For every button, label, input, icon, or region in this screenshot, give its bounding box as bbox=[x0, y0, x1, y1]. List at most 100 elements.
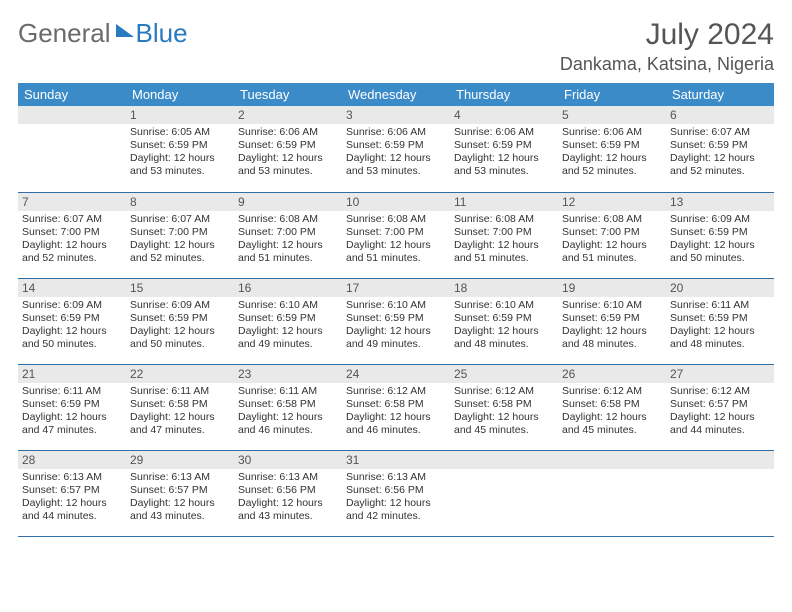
calendar-day-cell: 16Sunrise: 6:10 AMSunset: 6:59 PMDayligh… bbox=[234, 278, 342, 364]
calendar-day-cell: 28Sunrise: 6:13 AMSunset: 6:57 PMDayligh… bbox=[18, 450, 126, 536]
detail-line: and 49 minutes. bbox=[238, 338, 338, 351]
day-details: Sunrise: 6:10 AMSunset: 6:59 PMDaylight:… bbox=[346, 299, 446, 352]
day-details: Sunrise: 6:08 AMSunset: 7:00 PMDaylight:… bbox=[454, 213, 554, 266]
day-number: 15 bbox=[126, 279, 234, 297]
day-details: Sunrise: 6:10 AMSunset: 6:59 PMDaylight:… bbox=[454, 299, 554, 352]
detail-line: Daylight: 12 hours bbox=[454, 411, 554, 424]
detail-line: Sunrise: 6:08 AM bbox=[238, 213, 338, 226]
day-number: 19 bbox=[558, 279, 666, 297]
detail-line: Sunset: 7:00 PM bbox=[562, 226, 662, 239]
detail-line: Daylight: 12 hours bbox=[454, 152, 554, 165]
detail-line: and 53 minutes. bbox=[130, 165, 230, 178]
calendar-day-cell: 7Sunrise: 6:07 AMSunset: 7:00 PMDaylight… bbox=[18, 192, 126, 278]
detail-line: and 43 minutes. bbox=[238, 510, 338, 523]
detail-line: and 47 minutes. bbox=[22, 424, 122, 437]
detail-line: and 45 minutes. bbox=[562, 424, 662, 437]
day-details: Sunrise: 6:09 AMSunset: 6:59 PMDaylight:… bbox=[22, 299, 122, 352]
brand-part2: Blue bbox=[136, 18, 188, 49]
calendar-day-cell: 19 Sunrise: 6:10 AMSunset: 6:59 PMDayligh… bbox=[558, 278, 666, 364]
day-details: Sunrise: 6:11 AMSunset: 6:59 PMDaylight:… bbox=[22, 385, 122, 438]
calendar-day-cell: 15Sunrise: 6:09 AMSunset: 6:59 PMDayligh… bbox=[126, 278, 234, 364]
empty-day bbox=[18, 106, 126, 124]
detail-line: Daylight: 12 hours bbox=[562, 239, 662, 252]
calendar-day-cell: 4Sunrise: 6:06 AMSunset: 6:59 PMDaylight… bbox=[450, 106, 558, 192]
calendar-day-cell bbox=[666, 450, 774, 536]
day-number: 18 bbox=[450, 279, 558, 297]
day-number: 23 bbox=[234, 365, 342, 383]
calendar-day-cell: 21Sunrise: 6:11 AMSunset: 6:59 PMDayligh… bbox=[18, 364, 126, 450]
detail-line: Daylight: 12 hours bbox=[130, 497, 230, 510]
calendar-day-cell: 24Sunrise: 6:12 AMSunset: 6:58 PMDayligh… bbox=[342, 364, 450, 450]
detail-line: and 52 minutes. bbox=[130, 252, 230, 265]
day-number: 12 bbox=[558, 193, 666, 211]
detail-line: and 45 minutes. bbox=[454, 424, 554, 437]
detail-line: Sunset: 6:58 PM bbox=[454, 398, 554, 411]
detail-line: Sunset: 6:58 PM bbox=[562, 398, 662, 411]
detail-line: Sunrise: 6:07 AM bbox=[130, 213, 230, 226]
detail-line: and 51 minutes. bbox=[346, 252, 446, 265]
day-details: Sunrise: 6:08 AMSunset: 7:00 PMDaylight:… bbox=[346, 213, 446, 266]
detail-line: and 51 minutes. bbox=[238, 252, 338, 265]
detail-line: Daylight: 12 hours bbox=[562, 411, 662, 424]
detail-line: Daylight: 12 hours bbox=[130, 239, 230, 252]
day-details: Sunrise: 6:07 AMSunset: 7:00 PMDaylight:… bbox=[22, 213, 122, 266]
calendar-day-cell: 14 Sunrise: 6:09 AMSunset: 6:59 PMDayligh… bbox=[18, 278, 126, 364]
calendar-day-cell: 25Sunrise: 6:12 AMSunset: 6:58 PMDayligh… bbox=[450, 364, 558, 450]
calendar-day-cell: 5Sunrise: 6:06 AMSunset: 6:59 PMDaylight… bbox=[558, 106, 666, 192]
detail-line: Sunrise: 6:12 AM bbox=[454, 385, 554, 398]
detail-line: Sunset: 6:59 PM bbox=[22, 312, 122, 325]
detail-line: and 53 minutes. bbox=[238, 165, 338, 178]
detail-line: Sunset: 6:57 PM bbox=[22, 484, 122, 497]
day-details: Sunrise: 6:09 AMSunset: 6:59 PMDaylight:… bbox=[670, 213, 770, 266]
detail-line: and 49 minutes. bbox=[346, 338, 446, 351]
day-number: 4 bbox=[450, 106, 558, 124]
day-number: 1 bbox=[126, 106, 234, 124]
calendar-day-cell: 6Sunrise: 6:07 AMSunset: 6:59 PMDaylight… bbox=[666, 106, 774, 192]
detail-line: Sunset: 7:00 PM bbox=[130, 226, 230, 239]
calendar-day-cell: 2Sunrise: 6:06 AMSunset: 6:59 PMDaylight… bbox=[234, 106, 342, 192]
day-details: Sunrise: 6:10 AMSunset: 6:59 PMDaylight:… bbox=[562, 299, 662, 352]
day-details: Sunrise: 6:07 AMSunset: 7:00 PMDaylight:… bbox=[130, 213, 230, 266]
page-header: General Blue July 2024 Dankama, Katsina,… bbox=[18, 18, 774, 75]
day-details: Sunrise: 6:12 AMSunset: 6:58 PMDaylight:… bbox=[562, 385, 662, 438]
day-number: 3 bbox=[342, 106, 450, 124]
detail-line: and 52 minutes. bbox=[670, 165, 770, 178]
detail-line: Sunset: 6:57 PM bbox=[130, 484, 230, 497]
detail-line: Sunset: 6:56 PM bbox=[346, 484, 446, 497]
day-number: 17 bbox=[342, 279, 450, 297]
calendar-day-cell: 23Sunrise: 6:11 AMSunset: 6:58 PMDayligh… bbox=[234, 364, 342, 450]
calendar-day-cell: 13Sunrise: 6:09 AMSunset: 6:59 PMDayligh… bbox=[666, 192, 774, 278]
calendar-day-cell: 1Sunrise: 6:05 AMSunset: 6:59 PMDaylight… bbox=[126, 106, 234, 192]
calendar-week-row: 14 Sunrise: 6:09 AMSunset: 6:59 PMDayligh… bbox=[18, 278, 774, 364]
calendar-day-cell: 3 Sunrise: 6:06 AMSunset: 6:59 PMDaylight… bbox=[342, 106, 450, 192]
detail-line: and 44 minutes. bbox=[22, 510, 122, 523]
day-number: 14 bbox=[18, 279, 126, 297]
detail-line: Sunset: 7:00 PM bbox=[346, 226, 446, 239]
detail-line: Sunrise: 6:10 AM bbox=[346, 299, 446, 312]
calendar-day-cell: 10Sunrise: 6:08 AMSunset: 7:00 PMDayligh… bbox=[342, 192, 450, 278]
detail-line: Daylight: 12 hours bbox=[670, 411, 770, 424]
day-number: 16 bbox=[234, 279, 342, 297]
detail-line: Sunset: 7:00 PM bbox=[22, 226, 122, 239]
calendar-day-cell: 12 Sunrise: 6:08 AMSunset: 7:00 PMDayligh… bbox=[558, 192, 666, 278]
day-details: Sunrise: 6:06 AMSunset: 6:59 PMDaylight:… bbox=[346, 126, 446, 179]
detail-line: and 43 minutes. bbox=[130, 510, 230, 523]
day-number: 11 bbox=[450, 193, 558, 211]
detail-line: Daylight: 12 hours bbox=[238, 411, 338, 424]
detail-line: Daylight: 12 hours bbox=[670, 325, 770, 338]
weekday-header: Wednesday bbox=[342, 83, 450, 106]
day-details: Sunrise: 6:12 AMSunset: 6:57 PMDaylight:… bbox=[670, 385, 770, 438]
detail-line: Sunrise: 6:13 AM bbox=[130, 471, 230, 484]
detail-line: Sunrise: 6:12 AM bbox=[346, 385, 446, 398]
detail-line: Sunrise: 6:06 AM bbox=[346, 126, 446, 139]
detail-line: Sunset: 6:59 PM bbox=[670, 312, 770, 325]
brand-part1: General bbox=[18, 18, 111, 49]
detail-line: Sunrise: 6:12 AM bbox=[670, 385, 770, 398]
detail-line: Daylight: 12 hours bbox=[346, 152, 446, 165]
day-number: 26 bbox=[558, 365, 666, 383]
detail-line: Sunrise: 6:08 AM bbox=[562, 213, 662, 226]
calendar-day-cell bbox=[558, 450, 666, 536]
month-title: July 2024 bbox=[560, 18, 774, 52]
detail-line: and 44 minutes. bbox=[670, 424, 770, 437]
calendar-day-cell: 29Sunrise: 6:13 AMSunset: 6:57 PMDayligh… bbox=[126, 450, 234, 536]
